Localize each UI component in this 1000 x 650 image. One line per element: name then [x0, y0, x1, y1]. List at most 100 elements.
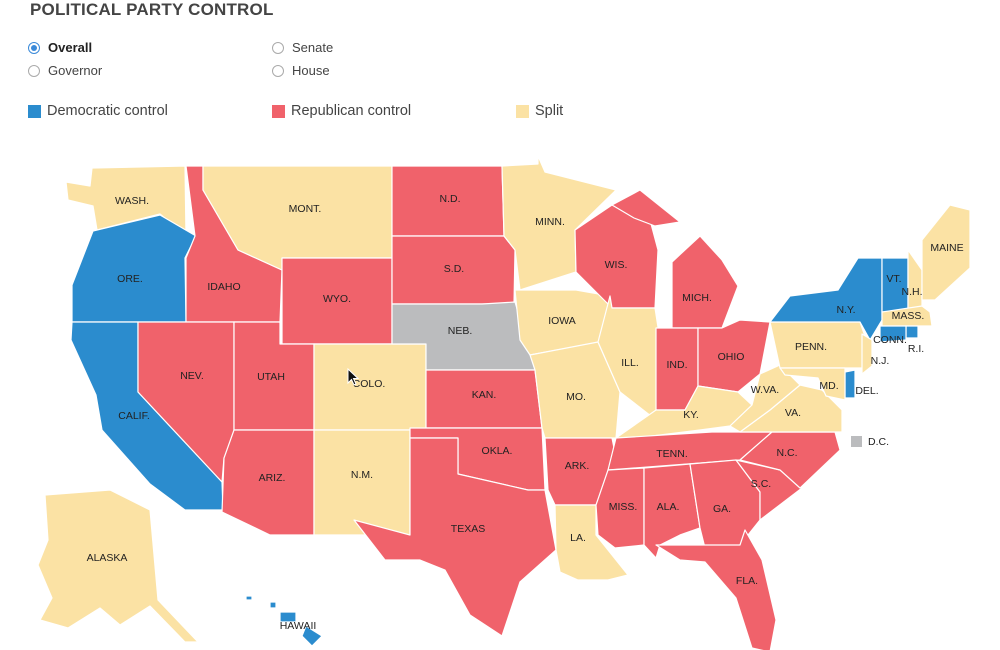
state-label-va: VA. — [785, 407, 801, 419]
state-label-neb: NEB. — [448, 325, 473, 337]
filter-overall-label: Overall — [48, 40, 93, 55]
state-mich[interactable] — [611, 189, 681, 227]
state-label-wva: W.VA. — [751, 384, 779, 396]
state-sd[interactable] — [391, 235, 516, 305]
state-label-sc: S.C. — [751, 478, 771, 490]
legend-split-label: Split — [535, 103, 564, 119]
state-label-nd: N.D. — [440, 193, 461, 205]
radio-selected-icon — [28, 41, 40, 54]
radio-empty-icon — [28, 64, 40, 77]
state-label-ohio: OHIO — [718, 351, 745, 363]
state-label-okla: OKLA. — [482, 445, 513, 457]
state-label-tenn: TENN. — [656, 448, 688, 460]
state-alaska[interactable] — [37, 489, 199, 643]
state-label-ill: ILL. — [621, 357, 639, 369]
state-label-nc: N.C. — [777, 447, 798, 459]
state-label-del: DEL. — [855, 385, 878, 397]
state-label-hawaii: HAWAII — [280, 620, 317, 632]
state-hawaii[interactable] — [245, 595, 253, 601]
state-label-mass: MASS. — [892, 310, 925, 322]
state-label-vt: VT. — [886, 273, 901, 285]
state-conn[interactable] — [879, 325, 907, 343]
state-label-nm: N.M. — [351, 469, 373, 481]
state-label-calif: CALIF. — [118, 410, 150, 422]
state-label-mich: MICH. — [682, 292, 712, 304]
page-title: POLITICAL PARTY CONTROL — [30, 0, 274, 19]
state-label-ind: IND. — [667, 359, 688, 371]
state-label-nj: N.J. — [871, 355, 890, 367]
state-label-maine: MAINE — [930, 242, 963, 254]
legend-rep: Republican control — [272, 103, 411, 119]
state-label-ariz: ARIZ. — [259, 472, 286, 484]
state-label-texas: TEXAS — [451, 523, 485, 535]
state-ill[interactable] — [597, 295, 661, 421]
legend-split: Split — [516, 103, 563, 119]
state-label-ny: N.Y. — [836, 304, 855, 316]
legend-rep-label: Republican control — [291, 103, 412, 119]
state-label-la: LA. — [570, 532, 586, 544]
state-wva[interactable] — [729, 364, 801, 433]
state-label-mont: MONT. — [289, 203, 322, 215]
state-label-ala: ALA. — [657, 501, 680, 513]
state-hawaii[interactable] — [301, 625, 323, 647]
radio-empty-icon — [272, 64, 284, 77]
legend-dem-swatch — [28, 104, 41, 118]
state-label-kan: KAN. — [472, 389, 497, 401]
state-la[interactable] — [554, 504, 629, 581]
filter-governor-radio[interactable]: Governor — [28, 63, 102, 78]
state-texas[interactable] — [353, 437, 557, 637]
state-shapes — [37, 155, 971, 650]
state-nh[interactable] — [907, 249, 923, 313]
state-nm[interactable] — [313, 429, 411, 536]
filter-house-radio[interactable]: House — [272, 63, 330, 78]
state-ri[interactable] — [905, 325, 919, 339]
state-label-wis: WIS. — [605, 259, 628, 271]
filter-senate-radio[interactable]: Senate — [272, 40, 333, 55]
state-label-iowa: IOWA — [548, 315, 576, 327]
filter-overall-radio[interactable]: Overall — [28, 40, 92, 55]
radio-empty-icon — [272, 41, 284, 54]
legend-split-swatch — [516, 104, 529, 118]
state-label-mo: MO. — [566, 391, 586, 403]
state-label-minn: MINN. — [535, 216, 565, 228]
legend-dem-label: Democratic control — [47, 103, 168, 119]
state-label-wyo: WYO. — [323, 293, 351, 305]
state-label-nev: NEV. — [180, 370, 204, 382]
filter-governor-label: Governor — [48, 63, 103, 78]
state-vt[interactable] — [881, 257, 909, 313]
state-label-ark: ARK. — [565, 460, 590, 472]
state-label-alaska: ALASKA — [87, 552, 128, 564]
state-label-penn: PENN. — [795, 341, 827, 353]
state-label-miss: MISS. — [609, 501, 638, 513]
state-label-dc: D.C. — [868, 436, 889, 448]
state-md[interactable] — [779, 367, 846, 401]
state-label-nh: N.H. — [902, 286, 923, 298]
filter-house-label: House — [292, 63, 330, 78]
state-nj[interactable] — [861, 333, 873, 375]
state-mass[interactable] — [881, 305, 933, 327]
legend-dem: Democratic control — [28, 103, 168, 119]
mouse-cursor-icon — [347, 368, 359, 386]
state-label-colo: COLO. — [353, 378, 386, 390]
state-hawaii[interactable] — [279, 611, 297, 623]
state-dc[interactable] — [851, 436, 862, 447]
state-label-fla: FLA. — [736, 575, 758, 587]
state-fla[interactable] — [655, 529, 777, 650]
state-maine[interactable] — [921, 204, 971, 301]
state-label-idaho: IDAHO — [207, 281, 240, 293]
state-label-ri: R.I. — [908, 343, 924, 355]
legend-rep-swatch — [272, 104, 285, 118]
state-mich[interactable] — [671, 235, 739, 329]
state-label-ga: GA. — [713, 503, 731, 515]
state-hawaii[interactable] — [269, 601, 277, 609]
state-labels: WASH. ORE. CALIF. IDAHO NEV. MONT. WYO. UTAH ARI… — [87, 193, 964, 632]
state-del[interactable] — [844, 369, 856, 399]
state-label-ore: ORE. — [117, 273, 143, 285]
state-label-conn: CONN. — [873, 334, 907, 346]
state-label-md: MD. — [819, 380, 838, 392]
state-ore[interactable] — [71, 214, 197, 323]
state-label-sd: S.D. — [444, 263, 464, 275]
filter-senate-label: Senate — [292, 40, 334, 55]
state-label-wash: WASH. — [115, 195, 149, 207]
